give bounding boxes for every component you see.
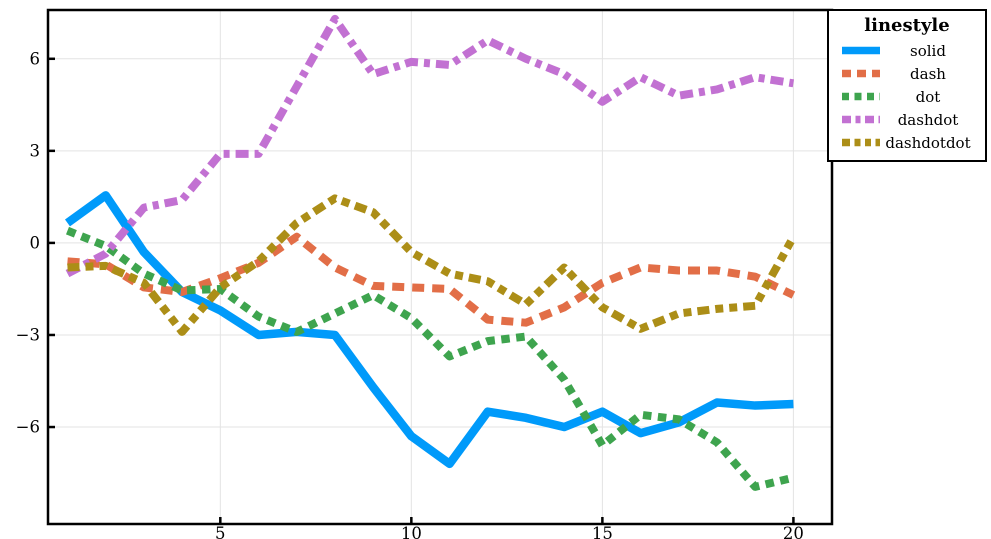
x-tick-label-20: 20 <box>783 524 804 539</box>
legend-item-label: dashdot <box>897 110 959 129</box>
x-tick-label-15: 15 <box>592 524 613 539</box>
plot-frame <box>46 8 834 526</box>
x-tick-label-10: 10 <box>401 524 422 539</box>
legend-title: linestyle <box>864 15 950 36</box>
series-dashdot-line <box>65 14 795 278</box>
y-tick-label--6: −6 <box>16 418 40 437</box>
series-dashdotdot-line <box>67 194 797 336</box>
legend-item-dash: dash <box>829 62 985 85</box>
legend-item-label: dot <box>915 87 941 106</box>
dashdot-line-sample <box>842 115 880 124</box>
legend-item-dashdotdot: dashdotdot <box>829 131 985 154</box>
solid-line-sample <box>842 46 880 55</box>
dot-line-sample <box>842 92 880 101</box>
legend-item-dot: dot <box>829 85 985 108</box>
series-dot-line <box>65 226 795 491</box>
tick-labels: 5 10 15 20 −6 −3 0 3 6 <box>16 49 804 539</box>
y-tick-label-0: 0 <box>30 233 41 252</box>
x-tick-label-5: 5 <box>215 524 226 539</box>
legend-entries: solid dash dot dashdot dashdotdot <box>829 39 985 154</box>
legend: linestyle solid dash dot dashdot dashdotdot <box>827 9 987 162</box>
legend-item-dashdot: dashdot <box>829 108 985 131</box>
y-tick-label-6: 6 <box>30 49 41 68</box>
legend-item-label: dash <box>910 64 946 83</box>
legend-item-label: dashdotdot <box>885 133 971 152</box>
gridlines <box>48 10 832 524</box>
y-tick-label-3: 3 <box>30 141 41 160</box>
dash-line-sample <box>842 69 880 78</box>
dashdotdot-line-sample <box>842 138 880 147</box>
series-solid-line <box>64 191 794 469</box>
legend-item-solid: solid <box>829 39 985 62</box>
y-tick-label--3: −3 <box>16 325 40 344</box>
legend-item-label: solid <box>910 41 946 60</box>
